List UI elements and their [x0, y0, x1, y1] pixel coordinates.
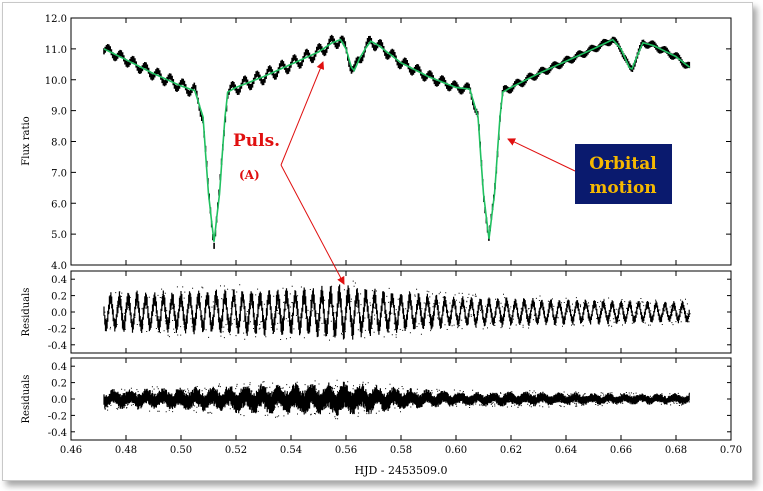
y-tick-label: -0.2: [48, 324, 67, 335]
x-tick-label: 0.58: [390, 445, 412, 456]
x-tick-label: 0.48: [115, 445, 137, 456]
residual-scatter: [104, 280, 691, 341]
y-tick-label: 5.0: [51, 230, 67, 241]
y-tick-label: 11.0: [45, 45, 67, 56]
lightcurve-ylabel: Flux ratio: [21, 116, 32, 165]
x-tick-label: 0.50: [170, 445, 192, 456]
x-tick-label: 0.62: [500, 445, 522, 456]
x-tick-label: 0.68: [665, 445, 687, 456]
x-tick-label: 0.64: [555, 445, 577, 456]
y-tick-label: 10.0: [45, 76, 67, 87]
y-tick-label: 9.0: [51, 107, 67, 118]
orbital-label-line2: motion: [589, 178, 656, 198]
residuals-1-ylabel: Residuals: [21, 288, 32, 337]
residual-points: [103, 381, 690, 416]
residual-scatter: [104, 379, 690, 420]
y-tick-label: 0.4: [51, 362, 67, 373]
x-tick-label: 0.56: [335, 445, 357, 456]
puls-arrow-up: [280, 61, 325, 166]
x-tick-label: 0.54: [280, 445, 302, 456]
residuals-2-ylabel: Residuals: [21, 375, 32, 424]
y-tick-label: 0.2: [51, 379, 67, 390]
y-tick-label: 8.0: [51, 138, 67, 149]
x-tick-label: 0.52: [225, 445, 247, 456]
y-tick-label: 7.0: [51, 168, 67, 179]
y-tick-label: 4.0: [51, 261, 67, 272]
lightcurve-panel: Flux ratio 4.0 5.0 6.0 7.0 8.0 9.0 10.0 11.0 12.…: [21, 14, 732, 272]
y-tick-label: 0.4: [51, 275, 67, 286]
puls-annotation: Puls.: [233, 131, 280, 151]
residuals-panel-1: Residuals 0.4 0.2 0.0 -0.2 -0.4: [21, 270, 732, 354]
y-tick-label: -0.4: [48, 428, 67, 439]
x-tick-label: 0.70: [720, 445, 742, 456]
x-tick-label: 0.46: [60, 445, 82, 456]
y-tick-label: -0.2: [48, 411, 67, 422]
y-tick-label: 0.0: [51, 308, 67, 319]
x-tick-label: 0.66: [610, 445, 632, 456]
y-tick-label: 6.0: [51, 199, 67, 210]
annotations: Puls. (A) Orbital motion: [233, 61, 672, 285]
orbital-arrow: [507, 138, 576, 172]
lightcurve-axes: [70, 17, 732, 266]
figure-frame: Flux ratio 4.0 5.0 6.0 7.0 8.0 9.0 10.0 11.0 12.…: [2, 2, 753, 481]
light-curve-figure: Flux ratio 4.0 5.0 6.0 7.0 8.0 9.0 10.0 11.0 12.…: [21, 14, 742, 477]
orbital-label-line1: Orbital: [589, 154, 657, 174]
y-tick-label: -0.4: [48, 341, 67, 352]
y-tick-label: 12.0: [45, 14, 67, 25]
flux-data-points: [103, 34, 691, 249]
x-axis-label: HJD - 2453509.0: [354, 464, 447, 477]
y-tick-label: 0.0: [51, 395, 67, 406]
x-tick-label: 0.60: [445, 445, 467, 456]
puls-arrow-down: [280, 164, 345, 285]
residual-points: [103, 284, 690, 340]
residuals-panel-2: Residuals 0.4 0.2 0.0 -0.2 -0.4 0.46 0.48 0.50 0…: [21, 357, 742, 477]
puls-a-annotation: (A): [239, 168, 260, 182]
orbital-motion-box: [575, 144, 672, 204]
y-tick-label: 0.2: [51, 292, 67, 303]
orbital-fit-line: [103, 38, 691, 242]
